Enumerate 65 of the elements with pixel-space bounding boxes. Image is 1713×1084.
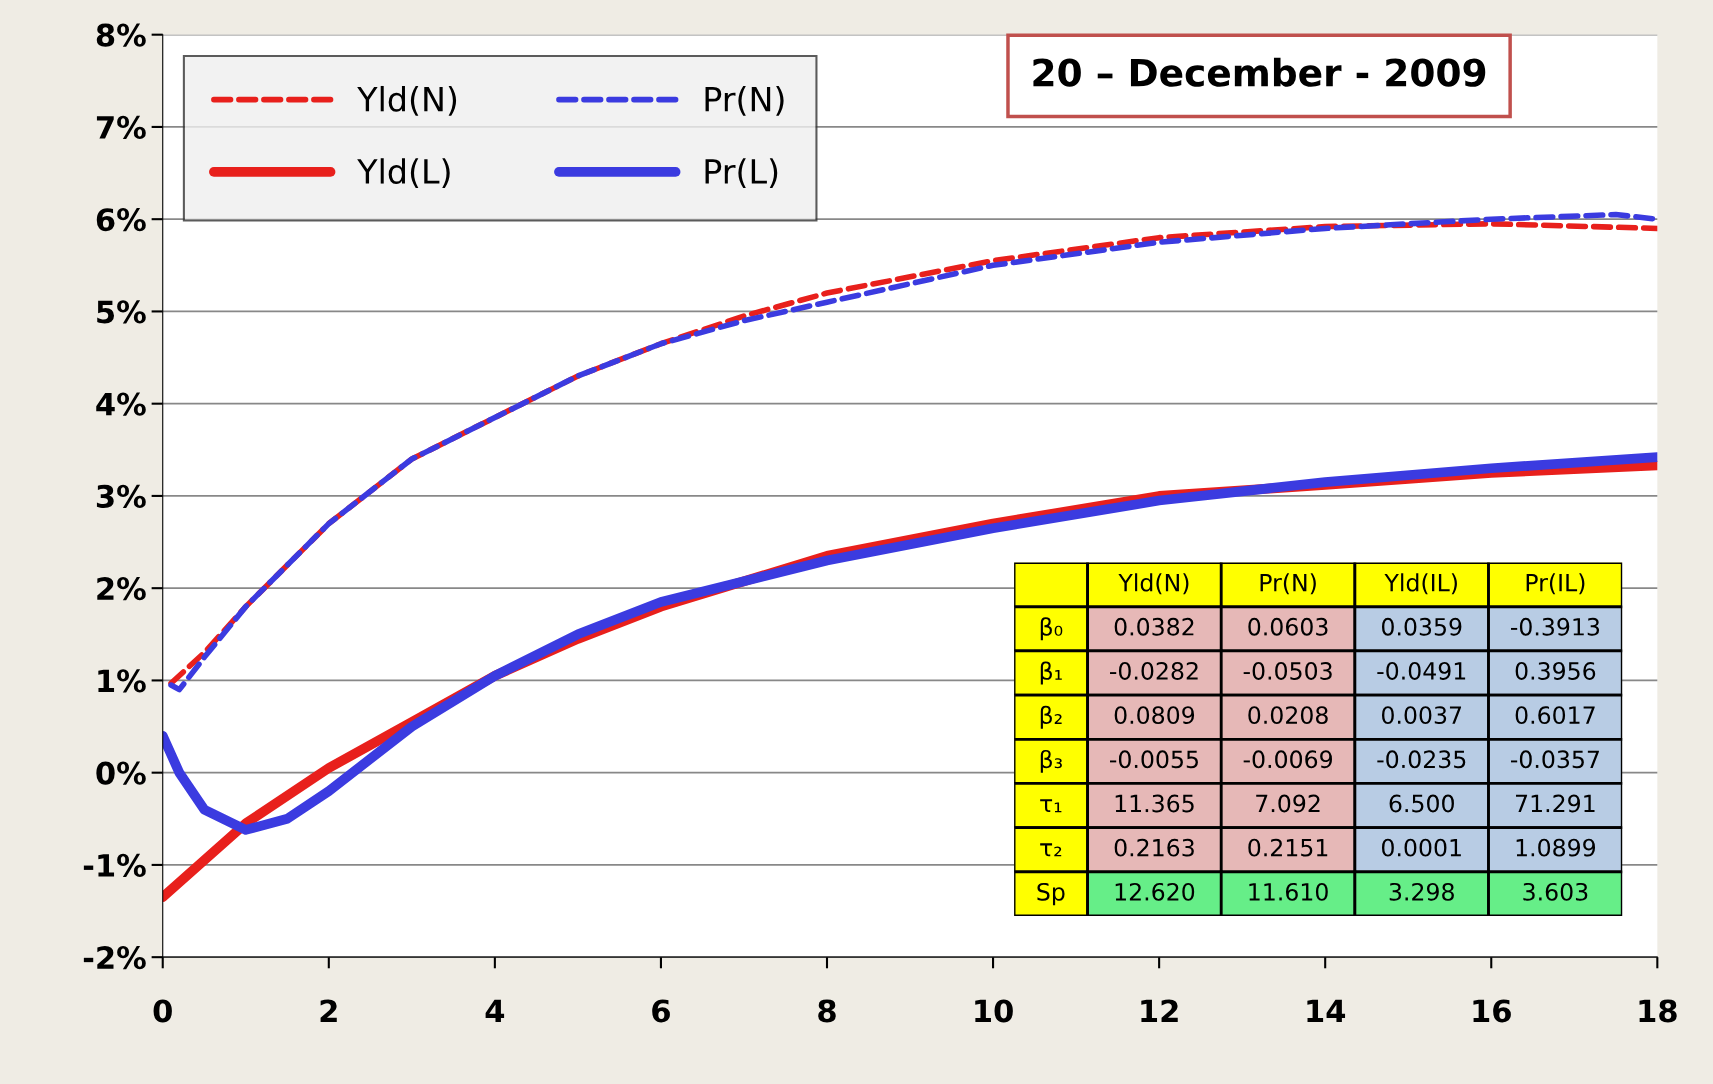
text: 11.610 [1249,882,1328,901]
y-tick-label: -1% [83,853,146,877]
category-label: Yld(IL) [1384,573,1457,595]
category-label: Pr(IL) [1526,573,1585,595]
text: -0.0491 [1377,662,1466,680]
legend-label: Pr(L) [705,158,778,188]
text: -0.3913 [1510,617,1600,636]
text: 6.500 [1389,794,1454,813]
category-label: τ₁ [1040,799,1062,813]
y-tick-label: 5% [97,300,146,324]
text: 0.0001 [1381,838,1461,857]
category-label: Pr(N) [1260,573,1316,595]
annotation: 20 – December - 2009 [1033,57,1486,87]
y-tick-label: 1% [98,669,146,693]
y-tick-label: 3% [96,484,146,508]
text: 0.3956 [1515,662,1596,680]
x-tick-label: 16 [1473,999,1511,1023]
text: 0.0809 [1114,706,1195,725]
x-tick-label: 18 [1639,999,1677,1023]
x-tick-label: 8 [818,999,836,1023]
y-tick-label: 8% [96,23,146,47]
text: -0.0503 [1243,662,1332,680]
text: 0.2163 [1114,838,1194,857]
text: 11.365 [1115,794,1194,813]
text: 0.6017 [1515,706,1595,725]
text: 0.0359 [1381,617,1462,636]
legend-label: Yld(L) [357,158,450,188]
text: -0.0055 [1110,750,1198,769]
text: 0.0382 [1114,617,1194,636]
text: -0.0235 [1377,750,1466,769]
x-tick-label: 10 [975,999,1013,1023]
legend-label: Pr(N) [705,86,784,116]
category-label: τ₂ [1040,843,1062,857]
x-tick-label: 2 [320,999,337,1023]
category-label: Yld(N) [1118,573,1189,595]
x-tick-label: 14 [1307,999,1346,1023]
text: 12.620 [1115,882,1195,901]
y-tick-label: 4% [96,392,146,416]
category-label: β₁ [1040,661,1062,685]
legend-label: Yld(N) [357,85,457,116]
category-label: β₃ [1040,749,1062,773]
y-tick-label: -2% [83,946,146,970]
text: 1.0899 [1516,838,1596,857]
category-label: β₀ [1040,617,1063,641]
text: 71.291 [1516,794,1595,813]
y-tick-label: 6% [96,208,146,232]
category-label: Sp [1037,882,1065,906]
text: 3.298 [1389,882,1454,901]
text: 0.0603 [1248,617,1328,636]
x-tick-label: 12 [1141,999,1178,1023]
text: -0.0282 [1110,662,1198,680]
y-tick-label: 2% [97,577,146,601]
text: 0.2151 [1248,838,1328,857]
text: 7.092 [1256,794,1320,813]
x-tick-label: 4 [485,999,505,1023]
x-tick-label: 6 [652,999,670,1023]
text: -0.0069 [1243,750,1332,769]
text: 0.0037 [1381,706,1462,725]
x-tick-label: 0 [153,999,172,1023]
text: 0.0208 [1248,706,1328,725]
y-tick-label: 0% [96,761,146,785]
category-label: β₂ [1040,705,1062,729]
y-tick-label: 7% [96,115,146,139]
text: -0.0357 [1510,750,1599,769]
text: 3.603 [1523,882,1588,901]
